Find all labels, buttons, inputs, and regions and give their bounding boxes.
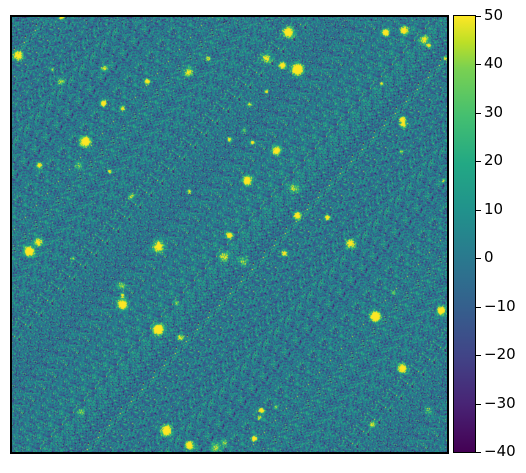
colorbar-tick [476,209,481,211]
colorbar-tick-label: 30 [484,102,504,121]
colorbar-tick [476,403,481,405]
colorbar-tick-label: −40 [484,442,516,460]
noise-image [10,15,447,452]
colorbar-tick [476,355,481,357]
colorbar-tick-label: −20 [484,345,516,364]
colorbar-tick-label: 0 [484,248,494,267]
colorbar-tick-label: 10 [484,199,504,218]
colorbar-tick-label: −10 [484,296,516,315]
colorbar-tick [476,161,481,163]
colorbar-tick [476,112,481,114]
colorbar-tick-label: 50 [484,6,504,24]
colorbar [453,15,476,453]
colorbar-tick [476,258,481,260]
colorbar-tick [476,452,481,453]
colorbar-tick-label: 20 [484,151,504,170]
colorbar-tick [476,64,481,66]
noise-image-panel [10,15,449,454]
colorbar-tick-label: −30 [484,393,516,412]
colorbar-tick-label: 40 [484,54,504,73]
colorbar-tick [476,306,481,308]
colorbar-tick [476,16,481,17]
